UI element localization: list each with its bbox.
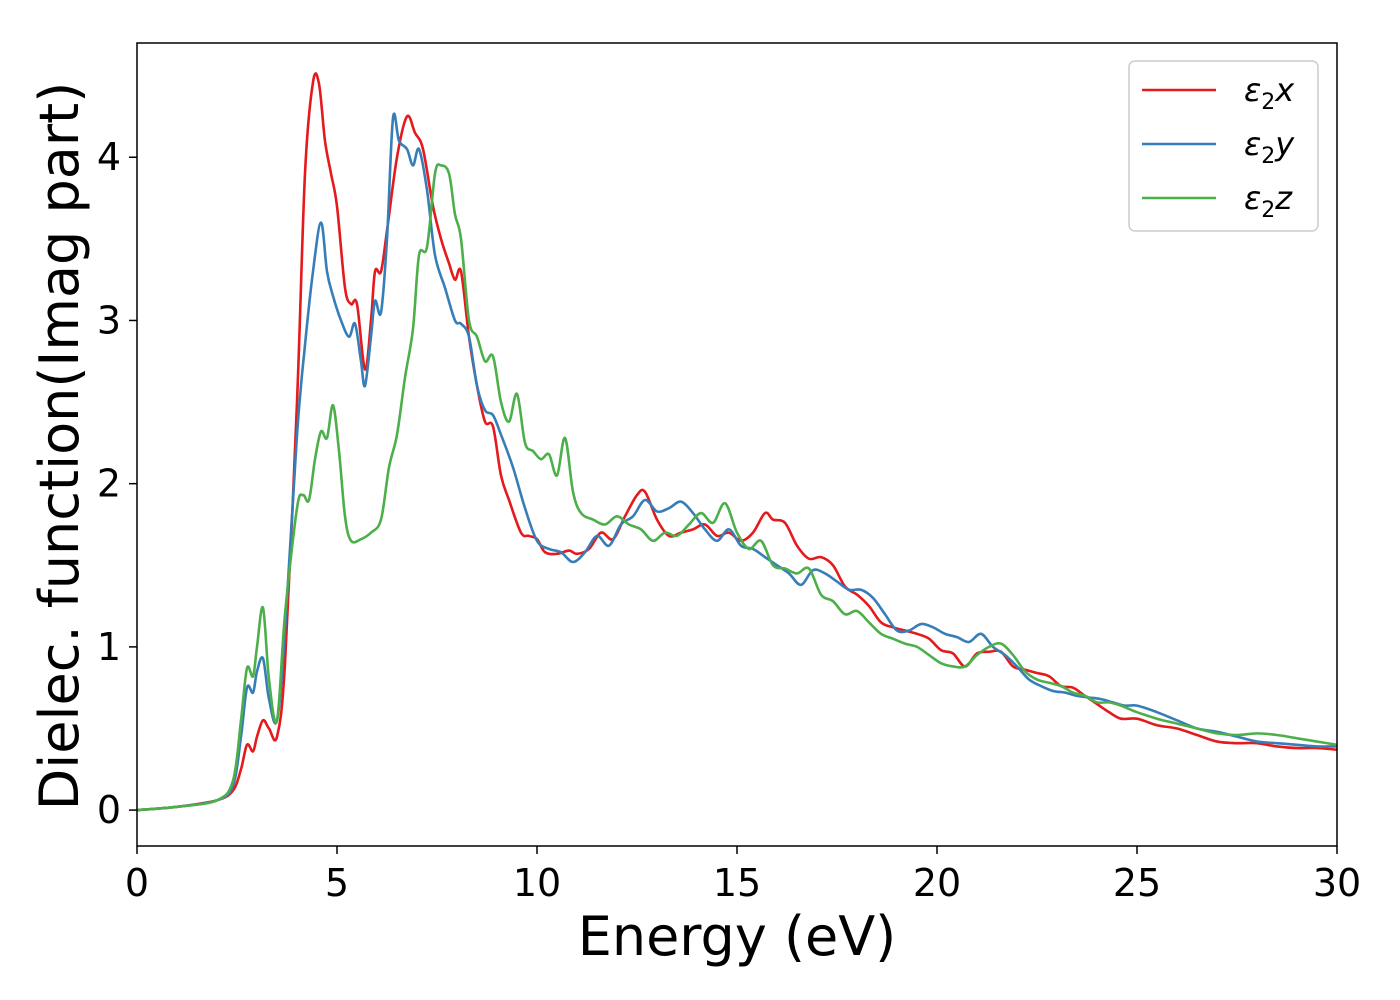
- series-line-z: [137, 163, 1337, 812]
- x-axis-title: Energy (eV): [578, 905, 897, 968]
- series-line-y: [137, 112, 1337, 812]
- x-tick-label: 0: [125, 861, 149, 905]
- x-tick-label: 30: [1313, 861, 1361, 905]
- y-tick-label: 0: [97, 788, 121, 832]
- legend-label-x: ε2x: [1244, 71, 1295, 115]
- legend-label-z: ε2z: [1244, 179, 1293, 223]
- y-tick-label: 4: [97, 135, 121, 179]
- y-tick-label: 1: [97, 625, 121, 669]
- legend: ε2x ε2y ε2z: [1128, 60, 1319, 232]
- legend-label-y: ε2y: [1244, 125, 1295, 169]
- legend-box: [1128, 60, 1319, 232]
- x-tick-label: 15: [713, 861, 761, 905]
- x-axis: 0 5 10 15 20 25 30: [125, 846, 1361, 905]
- x-tick-label: 20: [913, 861, 961, 905]
- y-tick-label: 3: [97, 298, 121, 342]
- x-tick-label: 10: [513, 861, 561, 905]
- y-axis-title: Dielec. function(Imag part): [28, 82, 91, 811]
- x-tick-label: 25: [1113, 861, 1161, 905]
- y-axis: 0 1 2 3 4: [97, 135, 137, 832]
- x-tick-label: 5: [325, 861, 349, 905]
- y-tick-label: 2: [97, 462, 121, 506]
- series-layer: [137, 72, 1337, 812]
